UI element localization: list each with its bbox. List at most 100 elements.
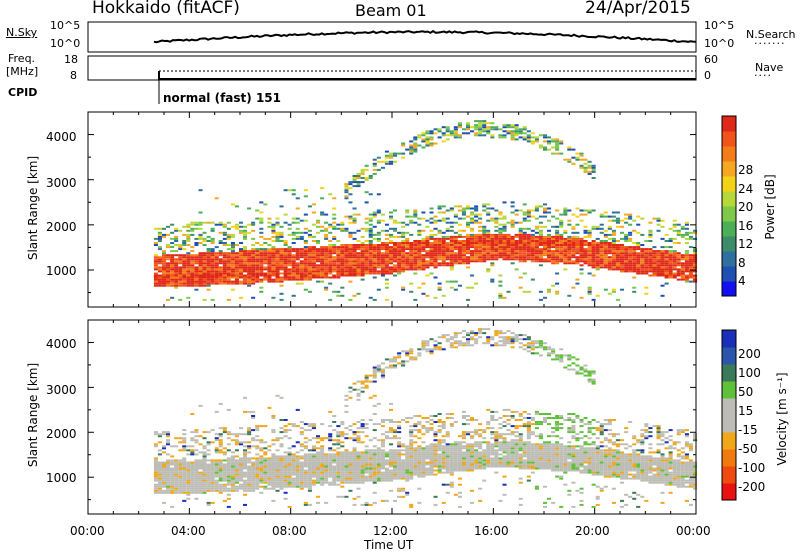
velocity-cell [425,342,430,345]
velocity-cell [364,376,369,379]
power-cell [368,242,373,244]
velocity-cell [372,368,377,371]
power-cell [210,250,215,253]
power-cell [295,266,300,269]
velocity-cell [397,477,402,480]
velocity-cell [413,473,418,476]
velocity-cell [287,483,292,486]
power-cell [466,240,471,242]
power-cell [409,244,414,246]
power-cell [449,256,454,259]
power-cell [555,146,560,149]
power-cell [267,274,272,277]
power-cell [380,262,385,265]
power-cell [429,136,434,139]
power-cell [453,231,458,234]
power-cell [170,280,175,283]
velocity-cell [461,441,466,444]
velocity-cell [409,433,414,436]
velocity-cell [437,453,442,456]
power-cell [498,280,503,283]
velocity-cell [429,429,434,432]
power-cell [332,290,337,293]
power-cell [307,278,312,281]
power-cell [307,256,312,259]
velocity-cell [214,481,219,484]
velocity-cell [299,455,304,458]
power-cell [307,258,312,261]
velocity-cell [275,477,280,480]
velocity-cell [474,431,479,434]
velocity-cell [389,479,394,482]
power-cell [595,266,600,269]
velocity-cell [214,471,219,474]
power-cell [470,242,475,244]
power-cell [316,254,321,257]
velocity-cell [461,447,466,450]
power-cell [328,272,333,275]
velocity-cell [393,453,398,456]
power-cell [352,270,357,273]
power-cell [251,244,256,246]
power-cell [251,258,256,261]
power-cell [555,209,560,212]
velocity-cell [437,441,442,444]
power-cell [510,252,515,255]
power-cell [389,262,394,265]
power-cell [275,254,280,257]
power-cell [259,272,264,275]
velocity-cell [316,471,321,474]
power-cell [547,219,552,222]
velocity-cell [352,447,357,450]
power-cell [202,240,207,242]
power-cell [660,258,665,261]
velocity-cell [425,340,430,343]
velocity-cell [263,487,268,490]
power-cell [486,207,491,210]
power-cell [636,242,641,244]
power-cell [259,262,264,265]
velocity-cell [449,443,454,446]
power-cell [421,254,426,257]
power-cell [299,264,304,267]
velocity-cell [287,469,292,472]
power-cell [607,266,612,269]
velocity-cell [461,417,466,419]
velocity-cell [170,487,175,490]
power-cell [384,252,389,255]
velocity-cell [267,481,272,484]
power-cell [348,187,353,190]
velocity-cell [368,479,373,482]
power-cell [170,223,175,226]
power-cell [336,268,341,271]
power-cell [599,250,604,253]
velocity-cell [360,473,365,476]
velocity-cell [470,449,475,452]
power-cell [652,272,657,275]
power-cell [348,266,353,269]
velocity-cell [393,364,398,367]
power-cell [376,252,381,255]
power-cell [441,294,446,297]
power-cell [526,134,531,137]
power-cell [259,266,264,269]
power-cell [486,213,491,216]
power-cell [311,250,316,253]
velocity-cell [409,445,414,448]
power-cell [579,296,584,299]
velocity-cell [243,463,248,466]
velocity-cell [397,356,402,359]
velocity-cell [275,471,280,474]
power-cell [376,262,381,265]
velocity-cell [320,469,325,472]
power-cell [259,280,264,283]
velocity-cell [372,429,377,432]
velocity-cell [372,463,377,466]
power-cell [210,280,215,283]
velocity-cell [380,479,385,482]
velocity-cell [372,491,377,494]
velocity-cell [251,445,256,448]
power-cell [352,219,357,222]
power-cell [684,276,689,279]
power-cell [389,256,394,259]
